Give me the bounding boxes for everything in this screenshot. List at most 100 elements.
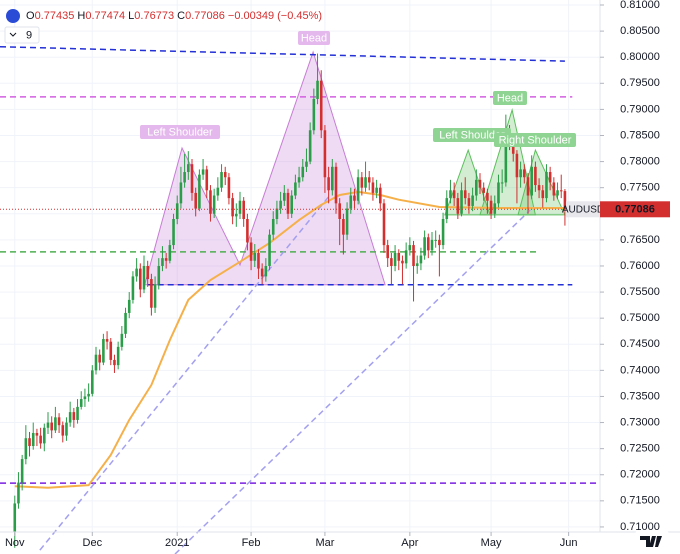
candle-body <box>345 208 349 235</box>
candle-body <box>360 177 364 188</box>
candle-body <box>161 258 164 266</box>
candle-body <box>35 432 39 436</box>
candle-body <box>61 425 65 436</box>
trend-line <box>39 194 331 551</box>
candle-body <box>94 354 98 371</box>
candle-body <box>438 239 441 246</box>
candle-body <box>91 370 94 394</box>
candle-body <box>390 258 393 266</box>
candle-body <box>286 192 290 214</box>
candle-body <box>386 245 389 259</box>
candle-body <box>20 459 24 483</box>
candle-body <box>242 200 245 220</box>
candles <box>0 53 600 548</box>
candle-body <box>349 195 353 209</box>
annotation-box <box>298 31 330 45</box>
candle-body <box>319 80 323 131</box>
symbol-icon <box>6 9 20 23</box>
candle-body <box>17 482 20 504</box>
candle-body <box>312 98 316 131</box>
y-tick-label: 0.80500 <box>620 25 660 37</box>
candle-body <box>393 252 397 266</box>
candle-body <box>423 237 426 256</box>
pattern-shape <box>144 50 386 286</box>
candle-body <box>194 192 197 209</box>
candle-body <box>212 195 216 214</box>
candle-body <box>54 417 57 431</box>
candle-body <box>190 164 194 193</box>
ohlc-value: 0.77474 <box>85 10 125 22</box>
candle-body <box>445 198 449 220</box>
candle-body <box>116 346 120 366</box>
ohlc-key: C <box>177 10 185 22</box>
candle-body <box>430 239 434 251</box>
candle-body <box>559 190 563 192</box>
y-tick-label: 0.76000 <box>620 260 660 272</box>
candle-body <box>316 80 319 99</box>
candle-body <box>146 265 149 280</box>
candle-body <box>216 187 220 196</box>
y-tick-label: 0.74000 <box>620 364 660 376</box>
symbol-tag-label: AUDUSD <box>562 204 604 215</box>
annotation-box <box>433 128 511 142</box>
ohlc-key: H <box>77 10 85 22</box>
indicator-count: 9 <box>26 29 32 41</box>
candle-body <box>227 177 231 199</box>
candle-body <box>179 182 183 204</box>
candle-body <box>511 143 515 154</box>
candle-body <box>519 169 522 178</box>
candle-body <box>83 396 87 400</box>
candle-body <box>260 268 264 277</box>
candle-body <box>382 203 386 246</box>
candle-body <box>497 182 500 204</box>
candle-body <box>548 172 552 183</box>
candle-body <box>523 169 526 178</box>
candle-body <box>283 192 286 201</box>
pattern-shape <box>479 107 537 216</box>
candle-body <box>449 190 452 199</box>
patterns <box>144 50 566 286</box>
ohlc-value: 0.77086 <box>185 10 225 22</box>
candle-body <box>534 166 537 186</box>
annotation-box <box>493 91 527 105</box>
candle-body <box>327 177 330 191</box>
x-tick-label: 2021 <box>165 537 189 549</box>
candle-body <box>87 393 90 397</box>
candle-body <box>205 169 209 191</box>
y-tick-label: 0.77500 <box>620 182 660 194</box>
x-tick-label: Jun <box>560 537 578 549</box>
candle-body <box>408 245 412 251</box>
candle-body <box>198 174 201 209</box>
candle-body <box>264 265 268 277</box>
candle-body <box>427 237 430 251</box>
candle-body <box>68 412 72 423</box>
y-tick-label: 0.72500 <box>620 443 660 455</box>
candle-body <box>113 359 116 366</box>
candle-body <box>305 161 308 167</box>
candle-body <box>105 339 109 342</box>
annotation-box <box>140 125 220 139</box>
candle-body <box>541 190 545 199</box>
candle-body <box>489 200 493 214</box>
candle-body <box>486 192 489 201</box>
candle-body <box>39 435 42 444</box>
trend-line <box>174 209 531 554</box>
candle-body <box>253 252 257 261</box>
candle-body <box>412 245 415 266</box>
candle-body <box>102 339 105 363</box>
candle-body <box>50 422 53 431</box>
indicator-toggle[interactable] <box>4 26 40 44</box>
symbol-tag <box>566 201 600 218</box>
candle-body <box>164 258 168 261</box>
candle-body <box>297 177 301 183</box>
candle-body <box>301 166 305 178</box>
candle-body <box>249 242 253 261</box>
candle-body <box>471 195 474 206</box>
candle-body <box>530 166 533 196</box>
candle-body <box>120 333 124 347</box>
candle-body <box>175 203 179 220</box>
candle-body <box>257 252 260 269</box>
x-tick-label: Apr <box>401 537 418 549</box>
